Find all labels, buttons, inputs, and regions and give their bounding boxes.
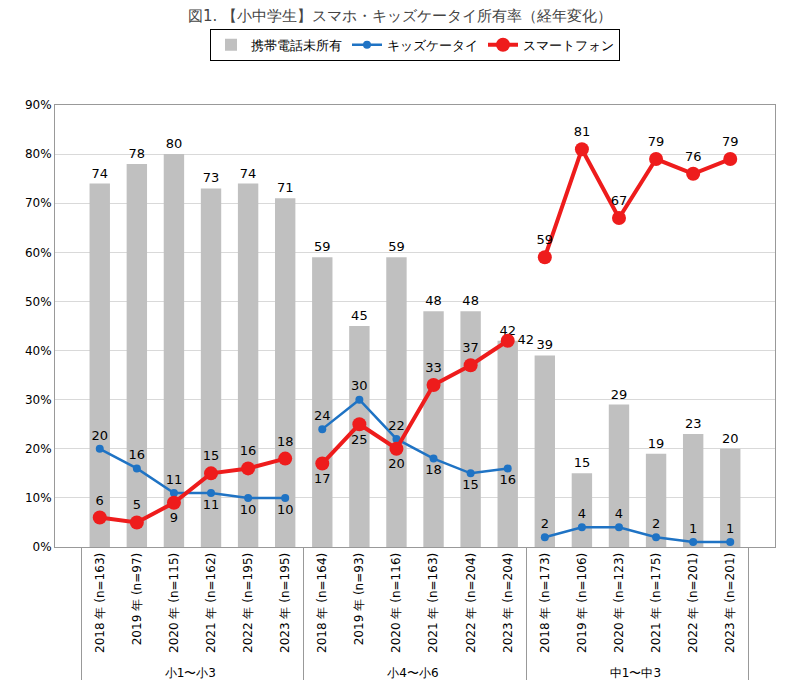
svg-text:18: 18 [425,462,442,477]
svg-text:74: 74 [240,166,257,181]
svg-text:37: 37 [462,340,479,355]
svg-text:11: 11 [203,497,220,512]
svg-text:24: 24 [314,408,331,423]
svg-text:スマートフォン: スマートフォン [523,38,614,53]
svg-text:42: 42 [517,332,534,347]
svg-text:33: 33 [425,360,442,375]
svg-text:2023 年 (n=201): 2023 年 (n=201) [723,553,737,653]
svg-text:78: 78 [129,146,146,161]
svg-text:79: 79 [722,134,739,149]
svg-text:15: 15 [203,448,220,463]
svg-text:2: 2 [652,516,660,531]
svg-text:1: 1 [689,521,697,536]
svg-text:81: 81 [574,124,591,139]
svg-text:2: 2 [541,516,549,531]
svg-text:80%: 80% [25,147,52,161]
svg-text:20: 20 [722,431,739,446]
svg-text:中1〜中3: 中1〜中3 [610,666,661,680]
svg-text:17: 17 [314,471,331,486]
svg-text:9: 9 [170,510,178,525]
svg-text:20: 20 [388,456,405,471]
svg-text:2022 年 (n=201): 2022 年 (n=201) [686,553,700,653]
svg-text:11: 11 [166,472,183,487]
svg-text:30: 30 [351,378,368,393]
svg-text:4: 4 [578,506,586,521]
svg-text:59: 59 [314,239,331,254]
svg-text:25: 25 [351,432,368,447]
svg-text:10: 10 [240,502,257,517]
svg-text:2018 年 (n=173): 2018 年 (n=173) [538,553,552,653]
svg-text:22: 22 [388,418,405,433]
svg-text:2021 年 (n=175): 2021 年 (n=175) [649,553,663,653]
svg-text:2019 年 (n=106): 2019 年 (n=106) [575,553,589,653]
svg-text:1: 1 [726,521,734,536]
svg-text:携帯電話未所有: 携帯電話未所有 [251,38,342,53]
svg-text:4: 4 [615,506,623,521]
svg-text:0%: 0% [33,540,52,554]
svg-text:2021 年 (n=162): 2021 年 (n=162) [204,553,218,653]
svg-text:2023 年 (n=195): 2023 年 (n=195) [278,553,292,653]
svg-text:42: 42 [499,323,516,338]
svg-text:30%: 30% [25,393,52,407]
svg-text:2020 年 (n=123): 2020 年 (n=123) [612,553,626,653]
svg-text:76: 76 [685,149,702,164]
svg-text:20: 20 [91,428,108,443]
svg-text:2018 年 (n=163): 2018 年 (n=163) [93,553,107,653]
svg-text:80: 80 [166,136,183,151]
svg-text:小1〜小3: 小1〜小3 [165,666,216,680]
svg-text:40%: 40% [25,344,52,358]
svg-text:図1. 【小中学生】スマホ・キッズケータイ所有率（経年変化）: 図1. 【小中学生】スマホ・キッズケータイ所有率（経年変化） [188,7,612,25]
svg-text:2019 年 (n=93): 2019 年 (n=93) [352,553,366,645]
svg-text:2018 年 (n=164): 2018 年 (n=164) [315,553,329,653]
svg-text:59: 59 [388,239,405,254]
svg-text:79: 79 [648,134,665,149]
svg-text:10%: 10% [25,491,52,505]
svg-text:18: 18 [277,434,294,449]
svg-text:50%: 50% [25,295,52,309]
svg-text:67: 67 [611,193,628,208]
svg-text:29: 29 [611,387,628,402]
svg-text:小4〜小6: 小4〜小6 [387,666,438,680]
svg-text:2020 年 (n=115): 2020 年 (n=115) [167,553,181,653]
svg-text:39: 39 [537,337,554,352]
svg-text:19: 19 [648,436,665,451]
svg-text:15: 15 [574,455,591,470]
svg-text:59: 59 [537,232,554,247]
svg-text:6: 6 [96,493,104,508]
svg-text:60%: 60% [25,246,52,260]
svg-text:48: 48 [425,293,442,308]
svg-text:73: 73 [203,170,220,185]
svg-text:キッズケータイ: キッズケータイ [387,38,478,53]
svg-text:10: 10 [277,502,294,517]
svg-text:5: 5 [133,497,141,512]
svg-text:2022 年 (n=204): 2022 年 (n=204) [464,553,478,653]
svg-text:45: 45 [351,308,368,323]
svg-text:20%: 20% [25,442,52,456]
svg-text:23: 23 [685,416,702,431]
svg-text:16: 16 [129,447,146,462]
svg-text:2020 年 (n=116): 2020 年 (n=116) [389,553,403,653]
svg-text:74: 74 [91,166,108,181]
svg-text:16: 16 [240,443,257,458]
svg-text:2022 年 (n=195): 2022 年 (n=195) [241,553,255,653]
svg-text:16: 16 [499,472,516,487]
svg-text:71: 71 [277,180,294,195]
svg-text:70%: 70% [25,196,52,210]
svg-text:2019 年 (n=97): 2019 年 (n=97) [130,553,144,645]
svg-text:2021 年 (n=163): 2021 年 (n=163) [426,553,440,653]
svg-text:90%: 90% [25,98,52,112]
svg-text:48: 48 [462,293,479,308]
svg-text:15: 15 [462,477,479,492]
svg-text:2023 年 (n=204): 2023 年 (n=204) [501,553,515,653]
